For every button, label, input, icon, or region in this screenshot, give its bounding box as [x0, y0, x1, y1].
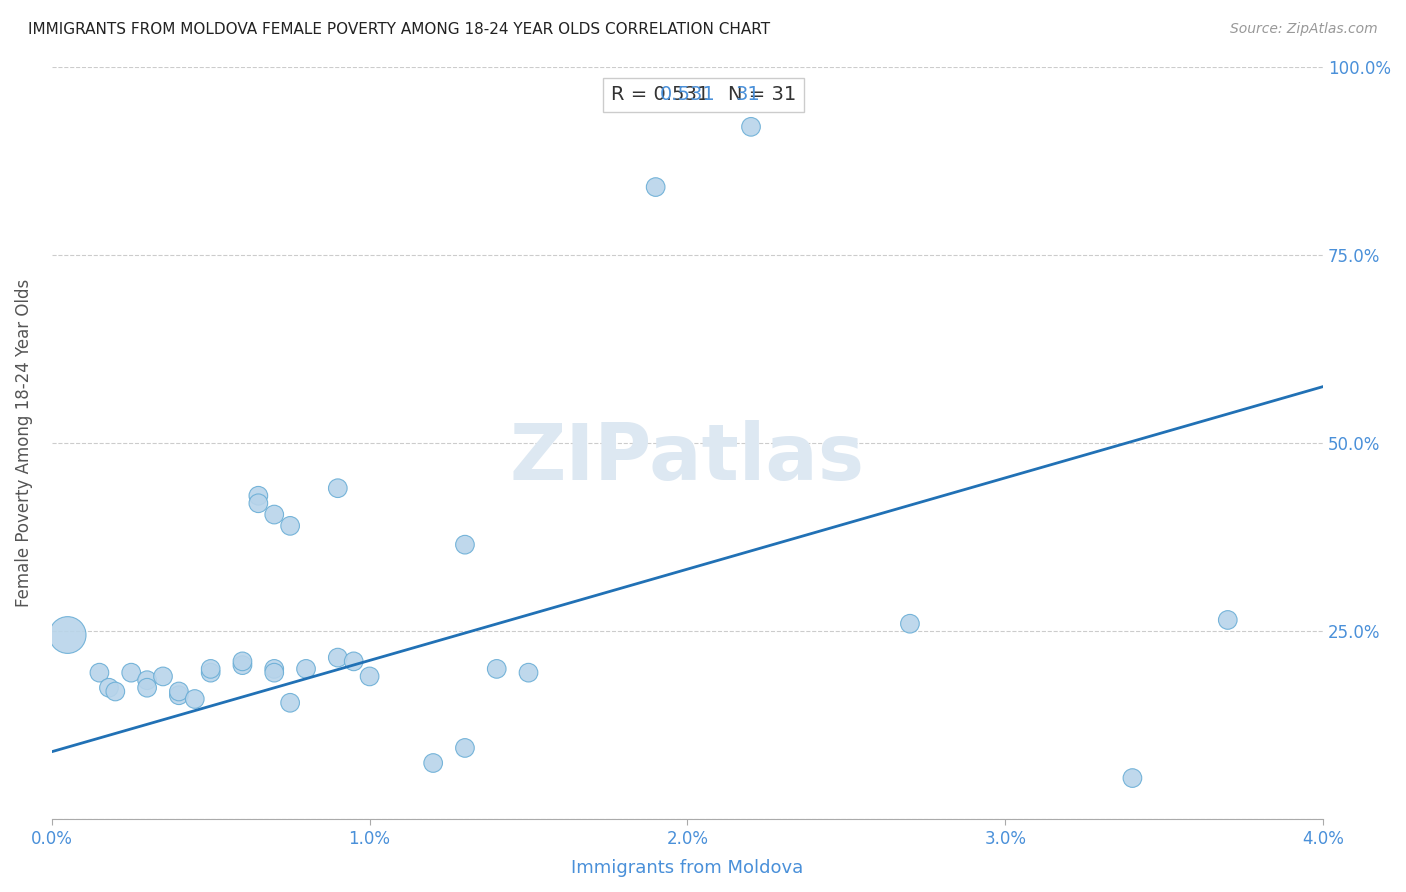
X-axis label: Immigrants from Moldova: Immigrants from Moldova — [571, 859, 804, 877]
Point — [485, 662, 508, 676]
Point — [247, 496, 270, 510]
Point — [152, 669, 174, 683]
Point — [56, 628, 79, 642]
Point — [326, 481, 349, 495]
Point — [1216, 613, 1239, 627]
Point — [898, 616, 921, 631]
Point — [184, 692, 207, 706]
Point — [422, 756, 444, 770]
Point — [263, 662, 285, 676]
Point — [247, 489, 270, 503]
Point — [263, 508, 285, 522]
Point — [359, 669, 381, 683]
Text: 31: 31 — [735, 86, 761, 104]
Point — [136, 673, 159, 688]
Point — [167, 688, 190, 702]
Text: 0.531: 0.531 — [659, 86, 716, 104]
Point — [295, 662, 318, 676]
Point — [97, 681, 120, 695]
Point — [200, 662, 222, 676]
Point — [454, 741, 477, 756]
Text: Source: ZipAtlas.com: Source: ZipAtlas.com — [1230, 22, 1378, 37]
Text: IMMIGRANTS FROM MOLDOVA FEMALE POVERTY AMONG 18-24 YEAR OLDS CORRELATION CHART: IMMIGRANTS FROM MOLDOVA FEMALE POVERTY A… — [28, 22, 770, 37]
Point — [104, 684, 127, 698]
Point — [89, 665, 111, 680]
Point — [326, 650, 349, 665]
Point — [644, 180, 666, 194]
Point — [278, 519, 301, 533]
Point — [231, 658, 253, 673]
Point — [278, 696, 301, 710]
Point — [740, 120, 762, 134]
Text: ZIPatlas: ZIPatlas — [510, 420, 865, 496]
Point — [231, 654, 253, 668]
Point — [343, 654, 366, 668]
Point — [136, 681, 159, 695]
Point — [1121, 771, 1143, 785]
Point — [263, 665, 285, 680]
Point — [454, 538, 477, 552]
Point — [120, 665, 142, 680]
Point — [517, 665, 540, 680]
Text: R = 0.531   N = 31: R = 0.531 N = 31 — [612, 86, 796, 104]
Point — [167, 684, 190, 698]
Point — [200, 665, 222, 680]
Y-axis label: Female Poverty Among 18-24 Year Olds: Female Poverty Among 18-24 Year Olds — [15, 279, 32, 607]
